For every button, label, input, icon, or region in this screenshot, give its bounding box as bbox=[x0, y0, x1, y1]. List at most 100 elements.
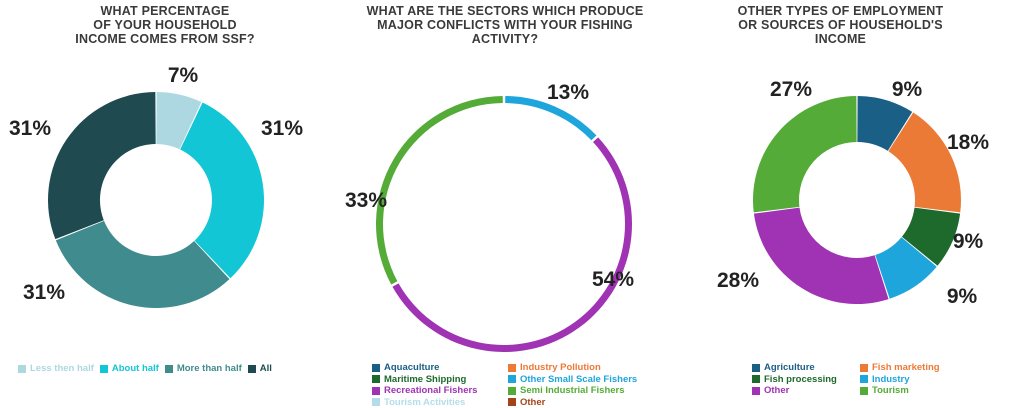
legend-swatch bbox=[860, 375, 868, 384]
title-line: INCOME bbox=[814, 32, 867, 46]
donut-slice-other bbox=[753, 207, 889, 304]
legend-swatch bbox=[752, 363, 760, 372]
title-line: WHAT PERCENTAGE bbox=[100, 4, 230, 18]
title-line: INCOME COMES FROM SSF? bbox=[75, 32, 255, 46]
legend-swatch bbox=[508, 375, 516, 384]
title-line: OTHER TYPES OF EMPLOYMENT bbox=[737, 4, 944, 18]
chart-title: OTHER TYPES OF EMPLOYMENT OR SOURCES OF … bbox=[710, 4, 971, 46]
data-label: 28% bbox=[717, 269, 759, 292]
legend-label: Other Small Scale Fishers bbox=[520, 373, 638, 385]
legend-label: Other bbox=[520, 396, 546, 408]
legend-swatch bbox=[372, 375, 380, 384]
legend-label: Aquaculture bbox=[384, 362, 440, 373]
data-label: 33% bbox=[345, 189, 387, 212]
legend-item: Fish marketing bbox=[860, 362, 964, 374]
legend-swatch bbox=[99, 364, 108, 373]
data-label: 9% bbox=[892, 78, 923, 101]
legend-swatch bbox=[372, 363, 380, 372]
data-label: 31% bbox=[23, 281, 65, 304]
legend-item: More than half bbox=[164, 363, 242, 375]
chart-panel-other-income: OTHER TYPES OF EMPLOYMENT OR SOURCES OF … bbox=[700, 0, 1011, 408]
legend-label: Less then half bbox=[30, 363, 94, 374]
legend-label: More than half bbox=[176, 363, 242, 374]
legend-item: Less then half bbox=[18, 363, 94, 375]
chart-title: WHAT ARE THE SECTORS WHICH PRODUCE MAJOR… bbox=[345, 4, 665, 46]
donut-slice-fish-processing bbox=[901, 207, 961, 266]
donut-slice-less-then-half bbox=[156, 92, 202, 150]
donut-slice-fish-marketing bbox=[888, 112, 961, 213]
legend-label: Fish processing bbox=[764, 373, 837, 385]
legend-swatch bbox=[508, 398, 516, 407]
legend-item: Industry Pollution bbox=[508, 362, 656, 374]
title-line: WHAT ARE THE SECTORS WHICH PRODUCE bbox=[366, 4, 644, 18]
legend-swatch bbox=[164, 364, 173, 373]
chart-panel-conflict-sectors: WHAT ARE THE SECTORS WHICH PRODUCE MAJOR… bbox=[330, 0, 680, 408]
donut-slice-recreational-fishers bbox=[392, 137, 632, 352]
data-label: 18% bbox=[947, 131, 989, 154]
legend-item: Aquaculture bbox=[372, 362, 502, 374]
legend-item: Other Small Scale Fishers bbox=[508, 374, 656, 386]
title-line: MAJOR CONFLICTS WITH YOUR FISHING bbox=[377, 18, 633, 32]
legend-label: Industry bbox=[872, 373, 910, 385]
data-label: 31% bbox=[9, 117, 51, 140]
legend-label: About half bbox=[111, 363, 159, 374]
legend-item: Maritime Shipping bbox=[372, 374, 502, 386]
chart-legend: Aquaculture Industry Pollution Maritime Sh… bbox=[372, 362, 662, 408]
legend-item: Tourism bbox=[860, 385, 964, 397]
donut-chart-income-ssf: 7% 31% 31% 31% bbox=[9, 64, 303, 308]
legend-label: Maritime Shipping bbox=[384, 373, 467, 385]
donut-slice-semi-industrial-fishers bbox=[376, 96, 503, 285]
donut-slice-about-half bbox=[180, 102, 264, 279]
legend-item: Other bbox=[752, 385, 854, 397]
data-label: 9% bbox=[947, 285, 978, 308]
chart-legend: Agriculture Fish marketing Fish processing… bbox=[752, 362, 992, 397]
donut-slice-all bbox=[48, 92, 156, 240]
chart-legend: Less then half About half More than half Al… bbox=[18, 363, 278, 375]
donut-slice-more-than-half bbox=[55, 220, 230, 308]
legend-swatch bbox=[508, 363, 516, 372]
chart-panel-income-ssf: WHAT PERCENTAGE OF YOUR HOUSEHOLD INCOME… bbox=[0, 0, 330, 408]
legend-item: Agriculture bbox=[752, 362, 854, 374]
donut-slice-other-small-scale-fishers bbox=[505, 96, 597, 141]
donut-slice-industry bbox=[875, 237, 937, 299]
chart-title: WHAT PERCENTAGE OF YOUR HOUSEHOLD INCOME… bbox=[40, 4, 290, 46]
legend-item: Tourism Activities bbox=[372, 397, 502, 408]
legend-item: Industry bbox=[860, 374, 964, 386]
legend-swatch bbox=[247, 364, 256, 373]
legend-item: About half bbox=[99, 363, 159, 375]
donut-slice-tourism bbox=[753, 96, 857, 213]
legend-swatch bbox=[752, 375, 760, 384]
title-line: ACTIVITY? bbox=[471, 32, 539, 46]
legend-label: Tourism bbox=[872, 385, 909, 396]
legend-label: Industry Pollution bbox=[520, 362, 601, 373]
legend-swatch bbox=[372, 386, 380, 395]
legend-swatch bbox=[860, 363, 868, 372]
legend-item: Semi Industrial Fishers bbox=[508, 385, 656, 397]
data-label: 9% bbox=[953, 230, 984, 253]
donut-slice-agriculture bbox=[857, 96, 913, 151]
legend-item: All bbox=[247, 363, 272, 375]
data-label: 31% bbox=[261, 117, 303, 140]
data-label: 54% bbox=[592, 268, 634, 291]
legend-swatch bbox=[372, 398, 380, 407]
title-line: OF YOUR HOUSEHOLD bbox=[93, 18, 237, 32]
legend-label: All bbox=[259, 363, 272, 374]
legend-label: Semi Industrial Fishers bbox=[520, 385, 625, 396]
legend-label: Agriculture bbox=[764, 362, 815, 373]
title-line: OR SOURCES OF HOUSEHOLD'S bbox=[738, 18, 943, 32]
legend-swatch bbox=[18, 364, 26, 373]
legend-label: Fish marketing bbox=[872, 362, 940, 373]
legend-swatch bbox=[508, 386, 516, 395]
legend-swatch bbox=[752, 386, 760, 395]
donut-chart-conflict-sectors: 13% 54% 33% bbox=[345, 81, 634, 352]
legend-label: Recreational Fishers bbox=[384, 385, 478, 396]
data-label: 13% bbox=[547, 81, 589, 104]
data-label: 7% bbox=[168, 64, 199, 87]
legend-item: Fish processing bbox=[752, 374, 854, 386]
legend-item: Other bbox=[508, 397, 656, 408]
donut-chart-other-income: 9% 18% 9% 9% 28% 27% bbox=[717, 78, 989, 308]
legend-label: Tourism Activities bbox=[384, 396, 466, 408]
legend-swatch bbox=[860, 386, 868, 395]
legend-label: Other bbox=[764, 385, 790, 396]
legend-item: Recreational Fishers bbox=[372, 385, 502, 397]
